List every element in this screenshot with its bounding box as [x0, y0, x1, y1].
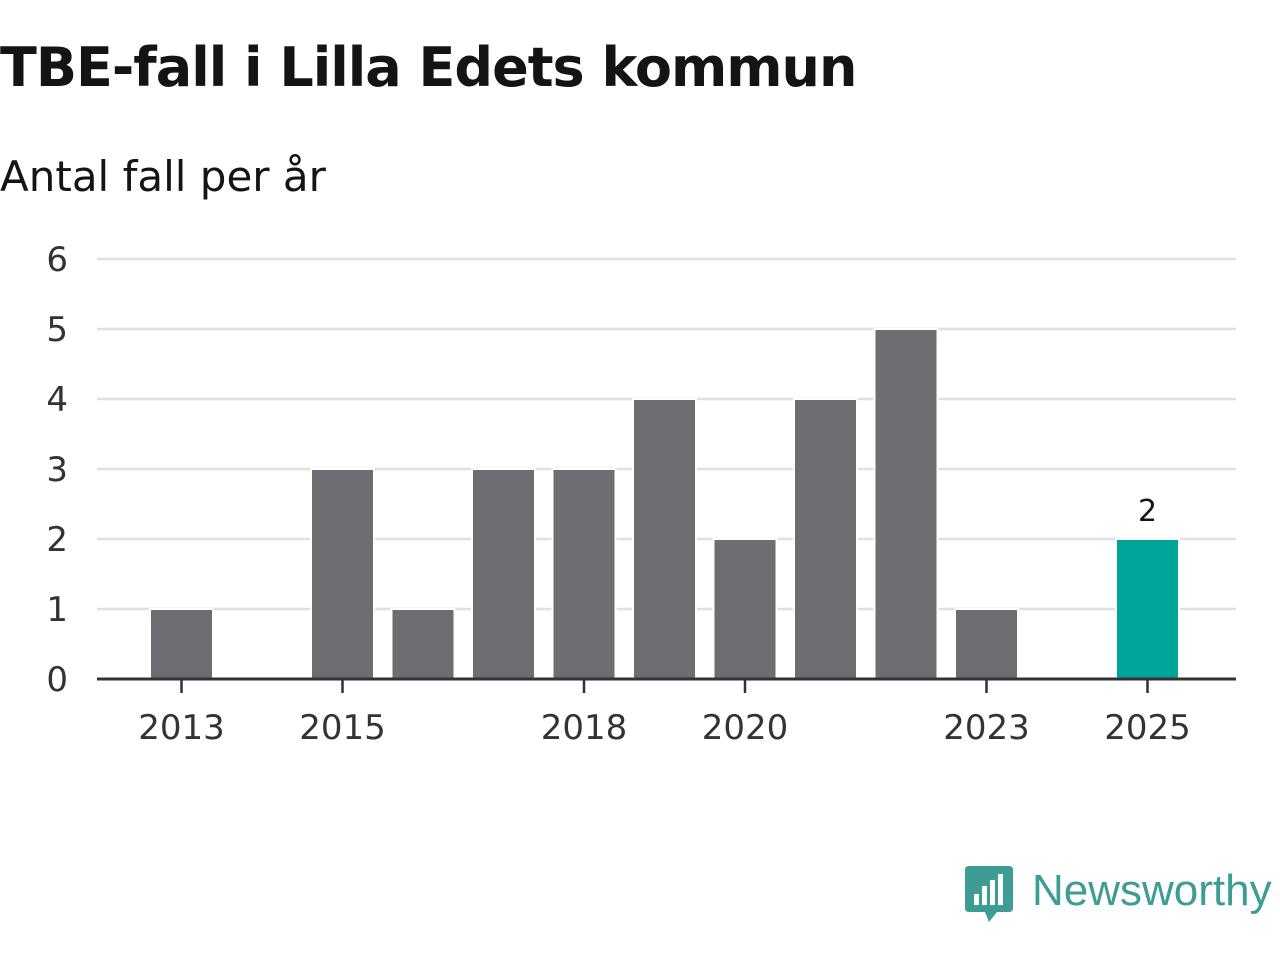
bar-2022	[873, 328, 939, 680]
y-tick-label: 1	[46, 590, 68, 630]
bar-2015	[310, 468, 375, 680]
data-label: 2	[1138, 494, 1157, 529]
y-tick-label: 2	[46, 520, 68, 560]
x-tick-label: 2013	[138, 708, 225, 748]
bar-2023	[954, 608, 1019, 680]
x-tick-label: 2025	[1104, 708, 1191, 748]
bar-2025	[1115, 538, 1180, 680]
bar-2021	[793, 398, 858, 680]
bars	[149, 328, 1180, 680]
data-labels: 2	[1138, 494, 1157, 529]
x-tick-label: 2020	[702, 708, 789, 748]
chart-subtitle: Antal fall per år	[0, 152, 326, 201]
bar-2016	[390, 608, 456, 680]
x-tick-label: 2018	[541, 708, 628, 748]
bar-2013	[149, 608, 214, 680]
y-axis-ticks: 0 1 2 3 4 5 6	[46, 240, 68, 700]
y-tick-label: 4	[46, 380, 68, 420]
x-tick-label: 2023	[943, 708, 1030, 748]
brand-name: Newsworthy	[1032, 866, 1272, 915]
newsworthy-logo-icon	[965, 866, 1013, 922]
y-tick-label: 0	[46, 660, 68, 700]
x-tick-label: 2015	[299, 708, 386, 748]
y-tick-label: 6	[46, 240, 68, 280]
bar-2020	[712, 538, 778, 680]
bar-chart: 0 1 2 3 4 5 6 2013 2015 2018 2020 2023 2025 2	[46, 240, 1236, 748]
bar-2018	[551, 468, 617, 680]
x-axis-ticks: 2013 2015 2018 2020 2023 2025	[138, 679, 1191, 748]
newsworthy-brand: Newsworthy	[964, 864, 1272, 926]
bar-2019	[632, 398, 697, 680]
bar-2017	[471, 468, 536, 680]
chart-title: TBE-fall i Lilla Edets kommun	[0, 36, 857, 99]
y-tick-label: 5	[46, 310, 68, 350]
y-tick-label: 3	[46, 450, 68, 490]
